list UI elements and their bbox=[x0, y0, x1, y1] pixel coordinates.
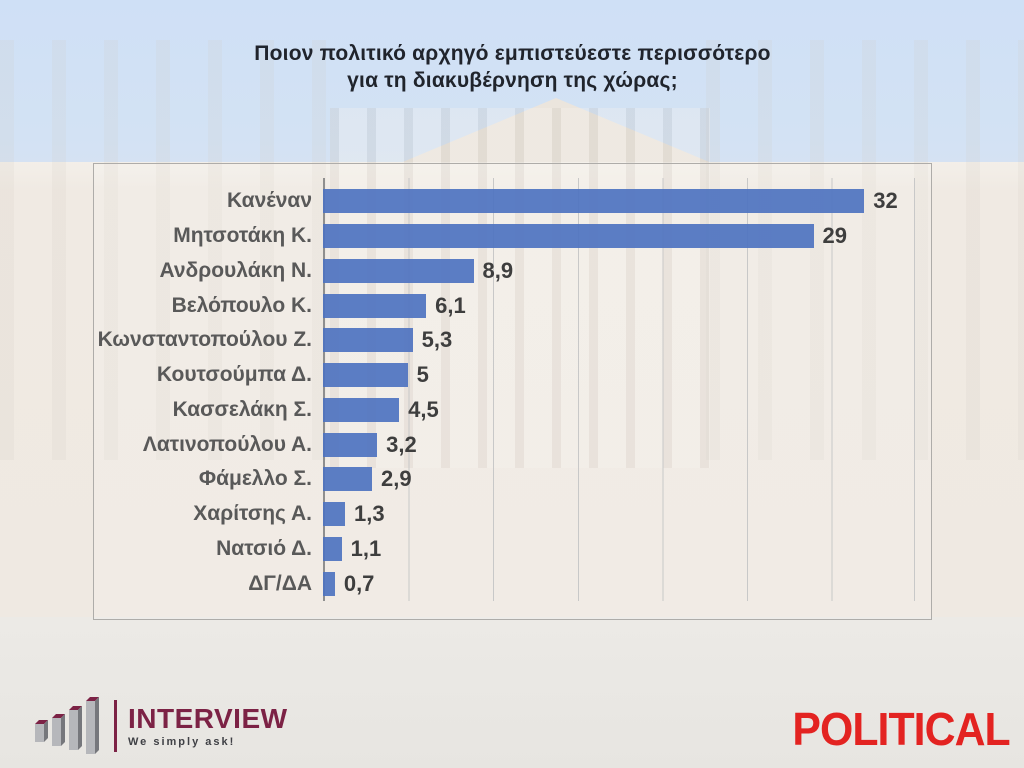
chart-row: Χαρίτσης Α. 1,3 bbox=[94, 497, 931, 532]
category-label: Κασσελάκη Σ. bbox=[172, 397, 312, 421]
foreground-square bbox=[0, 617, 1024, 768]
bar-track: 1,3 bbox=[323, 501, 915, 527]
bar bbox=[323, 467, 373, 492]
category-label: Χαρίτσης Α. bbox=[193, 502, 312, 526]
bar-track: 5,3 bbox=[323, 327, 915, 353]
ascending-3d-bars-icon bbox=[35, 697, 99, 754]
logo-text-block: INTERVIEW We simply ask! bbox=[128, 702, 288, 748]
bar bbox=[323, 536, 342, 561]
category-label: Κωνσταντοπούλου Ζ. bbox=[97, 328, 312, 352]
value-label: 1,3 bbox=[353, 501, 385, 527]
category-label: Μητσοτάκη Κ. bbox=[173, 224, 312, 248]
chart-row: Λατινοπούλου Α. 3,2 bbox=[94, 427, 931, 462]
bar bbox=[323, 224, 814, 249]
plot-gridlines bbox=[323, 178, 915, 601]
value-label: 32 bbox=[873, 188, 898, 214]
category-label: Κανέναν bbox=[226, 189, 312, 213]
bar bbox=[323, 397, 400, 422]
value-label: 29 bbox=[822, 223, 847, 249]
chart-rows: Κανέναν 32 Μητσοτάκη Κ. 29 Ανδρουλάκη Ν. 8,9 Β… bbox=[94, 184, 931, 601]
bar bbox=[323, 189, 865, 214]
bar-track: 1,1 bbox=[323, 536, 915, 562]
value-label: 1,1 bbox=[350, 535, 382, 561]
chart-row: Φάμελλο Σ. 2,9 bbox=[94, 462, 931, 497]
chart-title-line2: για τη διακυβέρνηση της χώρας; bbox=[347, 69, 678, 92]
bar bbox=[323, 571, 335, 596]
chart-row: Κασσελάκη Σ. 4,5 bbox=[94, 393, 931, 428]
interview-logo-name: INTERVIEW bbox=[128, 702, 288, 734]
bar-chart: Κανέναν 32 Μητσοτάκη Κ. 29 Ανδρουλάκη Ν. 8,9 Β… bbox=[93, 163, 932, 620]
category-label: Βελόπουλο Κ. bbox=[171, 293, 312, 317]
category-label: Φάμελλο Σ. bbox=[198, 467, 312, 491]
value-label: 5 bbox=[416, 362, 429, 388]
value-label: 3,2 bbox=[386, 431, 417, 457]
bar-track: 5 bbox=[323, 362, 915, 388]
chart-row: Νατσιό Δ. 1,1 bbox=[94, 532, 931, 567]
bar-track: 29 bbox=[323, 223, 915, 249]
value-label: 0,7 bbox=[343, 570, 375, 596]
chart-title-line1: Ποιον πολιτικό αρχηγό εμπιστεύεστε περισ… bbox=[254, 42, 771, 65]
chart-row: ΔΓ/ΔΑ 0,7 bbox=[94, 566, 931, 601]
chart-row: Κανέναν 32 bbox=[94, 184, 931, 219]
chart-row: Κωνσταντοπούλου Ζ. 5,3 bbox=[94, 323, 931, 358]
value-label: 4,5 bbox=[408, 396, 439, 422]
bar bbox=[323, 293, 427, 318]
chart-title: Ποιον πολιτικό αρχηγό εμπιστεύεστε περισ… bbox=[93, 40, 932, 94]
bar-track: 8,9 bbox=[323, 258, 915, 284]
building-left-wing bbox=[0, 40, 330, 460]
parliament-pediment bbox=[398, 98, 714, 164]
category-label: Λατινοπούλου Α. bbox=[142, 432, 312, 456]
chart-row: Βελόπουλο Κ. 6,1 bbox=[94, 288, 931, 323]
bar bbox=[323, 328, 413, 353]
value-label: 2,9 bbox=[381, 466, 412, 492]
value-label: 5,3 bbox=[421, 327, 453, 353]
chart-row: Κουτσούμπα Δ. 5 bbox=[94, 358, 931, 393]
chart-row: Μητσοτάκη Κ. 29 bbox=[94, 219, 931, 254]
bar bbox=[323, 363, 408, 388]
bar bbox=[323, 258, 474, 283]
bar-track: 2,9 bbox=[323, 466, 915, 492]
bar bbox=[323, 432, 378, 457]
category-label: Νατσιό Δ. bbox=[216, 536, 312, 560]
interview-logo: INTERVIEW We simply ask! bbox=[33, 694, 288, 758]
logo-divider bbox=[114, 700, 117, 752]
bar-track: 6,1 bbox=[323, 293, 915, 319]
bar-track: 3,2 bbox=[323, 432, 915, 458]
value-label: 8,9 bbox=[482, 257, 514, 283]
interview-logo-tagline: We simply ask! bbox=[128, 735, 236, 748]
category-label: ΔΓ/ΔΑ bbox=[248, 571, 312, 595]
value-label: 6,1 bbox=[435, 292, 466, 318]
chart-row: Ανδρουλάκη Ν. 8,9 bbox=[94, 254, 931, 289]
category-label: Ανδρουλάκη Ν. bbox=[159, 258, 312, 282]
bar bbox=[323, 502, 345, 527]
category-label: Κουτσούμπα Δ. bbox=[156, 363, 312, 387]
bar-track: 4,5 bbox=[323, 397, 915, 423]
bar-track: 0,7 bbox=[323, 571, 915, 597]
bar-track: 32 bbox=[323, 188, 915, 214]
political-logo: POLITICAL bbox=[792, 703, 1011, 755]
